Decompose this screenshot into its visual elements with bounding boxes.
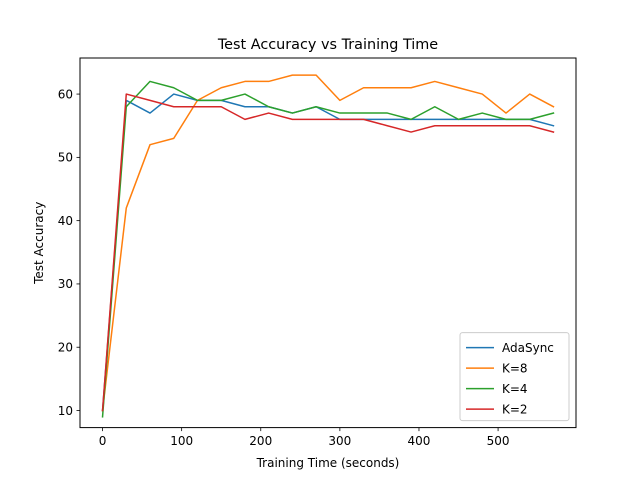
y-tick-label: 10 [58,404,73,418]
legend-label: AdaSync [502,341,554,355]
legend-box [459,332,570,422]
y-tick-label: 30 [58,277,73,291]
series-line-adasync [101,93,555,412]
chart-title: Test Accuracy vs Training Time [217,37,438,53]
x-tick-label: 100 [170,434,193,448]
x-tick-label: 0 [99,434,107,448]
x-axis-label: Training Time (seconds) [256,456,400,470]
y-tick-label: 20 [58,341,73,355]
legend-label: K=8 [502,361,528,375]
x-axis: 0 100 200 300 400 500 [99,427,510,448]
plot-frame [79,57,577,429]
series-line-k-8 [101,74,555,412]
x-tick-label: 400 [408,434,431,448]
y-axis: 10 20 30 40 50 60 [58,87,80,418]
y-axis-label: Test Accuracy [32,202,46,285]
legend: AdaSync K=8 K=4 K=2 [459,332,570,422]
x-tick-label: 200 [249,434,272,448]
series-line-k-2 [101,93,555,412]
series-layer [101,74,555,418]
x-tick-label: 500 [487,434,510,448]
y-tick-label: 40 [58,214,73,228]
series-line-k-4 [101,80,555,418]
legend-label: K=4 [502,382,528,396]
y-tick-label: 60 [58,87,73,101]
legend-label: K=2 [502,402,528,416]
x-tick-label: 300 [328,434,351,448]
y-tick-label: 50 [58,151,73,165]
